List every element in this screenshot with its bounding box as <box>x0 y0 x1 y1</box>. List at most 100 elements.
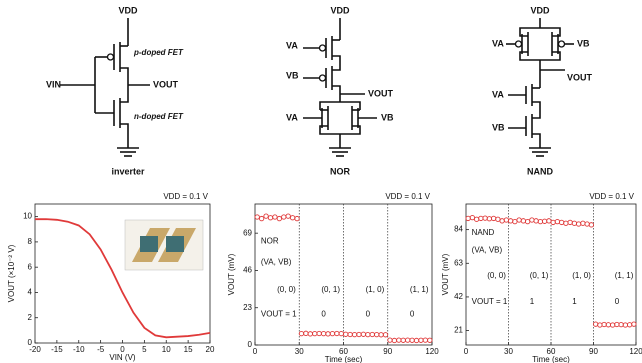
vb-label: VB <box>381 112 394 122</box>
device-inset <box>125 220 203 270</box>
y-tick-label: 6 <box>28 262 33 271</box>
data-point <box>392 338 396 342</box>
vout-label: VOUT <box>368 88 394 98</box>
annotation: 0 <box>366 309 371 318</box>
data-point <box>568 220 572 224</box>
annotation: VOUT = 1 <box>472 297 508 306</box>
data-point <box>410 338 414 342</box>
data-point <box>593 322 597 326</box>
x-tick-label: 90 <box>589 347 598 356</box>
vb-label: VB <box>577 38 590 48</box>
annotation: (1, 1) <box>410 285 429 294</box>
data-point <box>576 222 580 226</box>
data-point <box>627 323 631 327</box>
annotation: (0, 1) <box>321 285 340 294</box>
y-axis-label: VOUT (×10⁻² V) <box>7 244 16 302</box>
data-point <box>551 220 555 224</box>
data-point <box>290 216 294 220</box>
x-tick-label: -15 <box>51 345 63 354</box>
va-label: VA <box>492 38 504 48</box>
circuit-caption: NAND <box>527 166 553 176</box>
data-point <box>632 322 636 326</box>
data-point <box>282 215 286 219</box>
data-point <box>259 216 263 220</box>
data-point <box>308 332 312 336</box>
y-axis-label: VOUT (mV) <box>441 253 450 295</box>
data-point <box>299 331 303 335</box>
x-tick-label: -10 <box>73 345 85 354</box>
data-point <box>330 331 334 335</box>
x-tick-label: 10 <box>162 345 171 354</box>
y-tick-label: 0 <box>248 340 253 349</box>
data-point <box>555 219 559 223</box>
data-point <box>534 219 538 223</box>
data-point <box>357 332 361 336</box>
data-point <box>286 214 290 218</box>
data-point <box>483 216 487 220</box>
nor-circuit <box>303 18 377 156</box>
vdd-label: VDD <box>118 5 138 15</box>
y-tick-label: 23 <box>243 303 252 312</box>
data-point <box>572 221 576 225</box>
data-point <box>348 332 352 336</box>
data-point <box>496 217 500 221</box>
data-point <box>423 338 427 342</box>
data-point <box>538 219 542 223</box>
data-point <box>602 322 606 326</box>
x-tick-label: 20 <box>206 345 215 354</box>
data-point <box>374 332 378 336</box>
y-tick-label: 10 <box>23 212 32 221</box>
y-tick-label: 46 <box>243 266 252 275</box>
data-point <box>326 332 330 336</box>
data-point <box>606 323 610 327</box>
data-point <box>401 338 405 342</box>
x-axis-label: Time (sec) <box>532 355 570 363</box>
va-label: VA <box>492 89 504 99</box>
x-tick-label: 0 <box>464 347 469 356</box>
annotation: VDD = 0.1 V <box>163 192 208 201</box>
data-point <box>352 332 356 336</box>
annotation: VDD = 0.1 V <box>589 192 634 201</box>
vdd-label: VDD <box>330 5 350 15</box>
annotation: (1, 0) <box>572 271 591 280</box>
data-point <box>335 331 339 335</box>
va-label: VA <box>286 40 298 50</box>
data-point <box>521 219 525 223</box>
data-point <box>530 218 534 222</box>
y-tick-label: 21 <box>454 326 463 335</box>
data-point <box>414 338 418 342</box>
vout-label: VOUT <box>153 79 179 89</box>
annotation: (VA, VB) <box>472 246 503 255</box>
y-tick-label: 69 <box>243 228 252 237</box>
nand-circuit <box>506 18 574 156</box>
x-tick-label: 120 <box>629 347 642 356</box>
data-point <box>564 221 568 225</box>
annotation: VDD = 0.1 V <box>385 192 430 201</box>
data-point <box>264 214 268 218</box>
x-axis-label: VIN (V) <box>109 353 136 362</box>
x-tick-label: 15 <box>184 345 193 354</box>
annotation: (0, 0) <box>487 271 506 280</box>
y-tick-label: 0 <box>28 338 33 347</box>
data-point <box>405 338 409 342</box>
data-point <box>304 331 308 335</box>
data-point <box>321 331 325 335</box>
data-point <box>500 219 504 223</box>
data-point <box>388 338 392 342</box>
annotation: (VA, VB) <box>261 257 292 266</box>
annotation: (1, 0) <box>366 285 385 294</box>
vout-label: VOUT <box>567 72 593 82</box>
data-point <box>487 217 491 221</box>
data-point <box>547 219 551 223</box>
data-point <box>344 332 348 336</box>
data-point <box>504 218 508 222</box>
vin-label: VIN <box>46 79 61 89</box>
annotation: (1, 1) <box>615 271 634 280</box>
annotation: 0 <box>410 309 415 318</box>
y-tick-label: 63 <box>454 258 463 267</box>
vdd-label: VDD <box>530 5 550 15</box>
data-point <box>589 223 593 227</box>
data-point <box>491 216 495 220</box>
circuit-caption: NOR <box>330 166 351 176</box>
inverter-circuit <box>60 18 150 156</box>
